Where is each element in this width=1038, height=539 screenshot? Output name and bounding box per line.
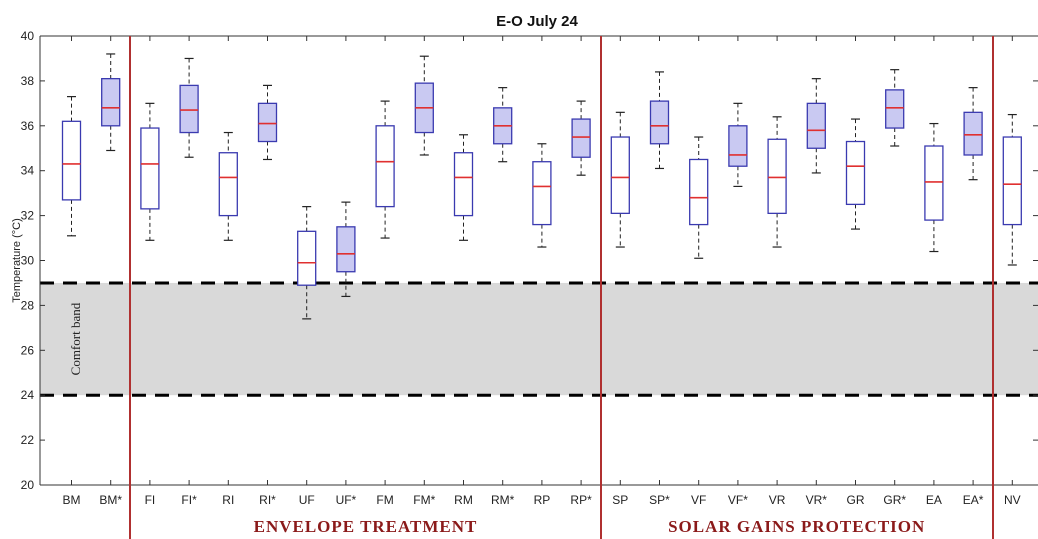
y-tick-label: 22 [21, 433, 35, 447]
x-tick-label: UF* [336, 493, 357, 507]
box-iqr [179, 84, 199, 134]
box-iqr [610, 136, 630, 215]
box-iqr [61, 120, 82, 201]
y-tick-label: 36 [21, 119, 35, 133]
x-tick-label: RM* [491, 493, 515, 507]
y-tick-label: 32 [21, 209, 35, 223]
x-tick-label: GR* [883, 493, 906, 507]
y-tick-label: 34 [21, 164, 35, 178]
x-tick-label: RI* [259, 493, 276, 507]
x-tick-label: FM [376, 493, 393, 507]
x-tick-label: EA* [963, 493, 984, 507]
group-label: ENVELOPE TREATMENT [254, 517, 478, 536]
comfort-band-layer [40, 281, 1038, 397]
box-iqr [336, 226, 356, 273]
box-iqr [845, 140, 866, 206]
box-iqr [924, 145, 944, 221]
box-iqr [728, 125, 748, 167]
y-axis-label: Temperature (°C) [11, 218, 23, 302]
chart-title: E-O July 24 [496, 13, 578, 30]
labels-layer: Comfort band 20 22 24 26 28 30 32 34 36 38 40 Temper… [11, 13, 1021, 536]
y-tick-label: 30 [21, 254, 35, 268]
box-iqr [532, 161, 552, 226]
x-tick-label: NV [1004, 493, 1021, 507]
x-tick-label: VF* [728, 493, 748, 507]
box-iqr [297, 230, 317, 286]
box-iqr [689, 158, 709, 226]
axes-layer [39, 35, 1038, 539]
x-tick-label: SP [612, 493, 628, 507]
x-tick-label: EA [926, 493, 942, 507]
group-label: SOLAR GAINS PROTECTION [668, 517, 925, 536]
comfort-band [40, 282, 1038, 396]
comfort-band-label: Comfort band [68, 302, 83, 375]
x-tick-label: VF [691, 493, 706, 507]
box-iqr [649, 100, 670, 145]
x-tick-label: BM* [99, 493, 122, 507]
x-tick-label: RP [534, 493, 551, 507]
box-iqr [257, 102, 278, 143]
boxes-layer [61, 53, 1022, 320]
y-tick-label: 20 [21, 478, 35, 492]
y-tick-label: 28 [21, 298, 35, 312]
y-tick-label: 24 [21, 388, 35, 402]
box-iqr [1002, 136, 1022, 226]
y-tick-label: 26 [21, 343, 35, 357]
box-iqr [885, 89, 905, 129]
x-tick-label: RM [454, 493, 473, 507]
x-tick-label: FI [145, 493, 156, 507]
x-tick-label: UF [299, 493, 315, 507]
x-tick-label: BM [63, 493, 81, 507]
box-iqr [767, 138, 787, 215]
box-iqr [806, 102, 826, 149]
box-iqr [963, 111, 983, 156]
box-iqr [140, 127, 160, 210]
x-tick-label: VR* [806, 493, 828, 507]
x-tick-label: RI [222, 493, 234, 507]
x-tick-label: SP* [649, 493, 670, 507]
x-tick-label: RP* [570, 493, 592, 507]
box-iqr [218, 152, 238, 217]
box-iqr [101, 78, 121, 127]
box-iqr [571, 118, 591, 158]
x-tick-label: FI* [181, 493, 197, 507]
y-tick-label: 38 [21, 74, 35, 88]
x-tick-label: VR [769, 493, 786, 507]
box-iqr [453, 152, 474, 217]
box-iqr [375, 125, 395, 208]
y-tick-label: 40 [21, 29, 35, 43]
x-tick-label: GR [847, 493, 865, 507]
x-tick-label: FM* [413, 493, 435, 507]
